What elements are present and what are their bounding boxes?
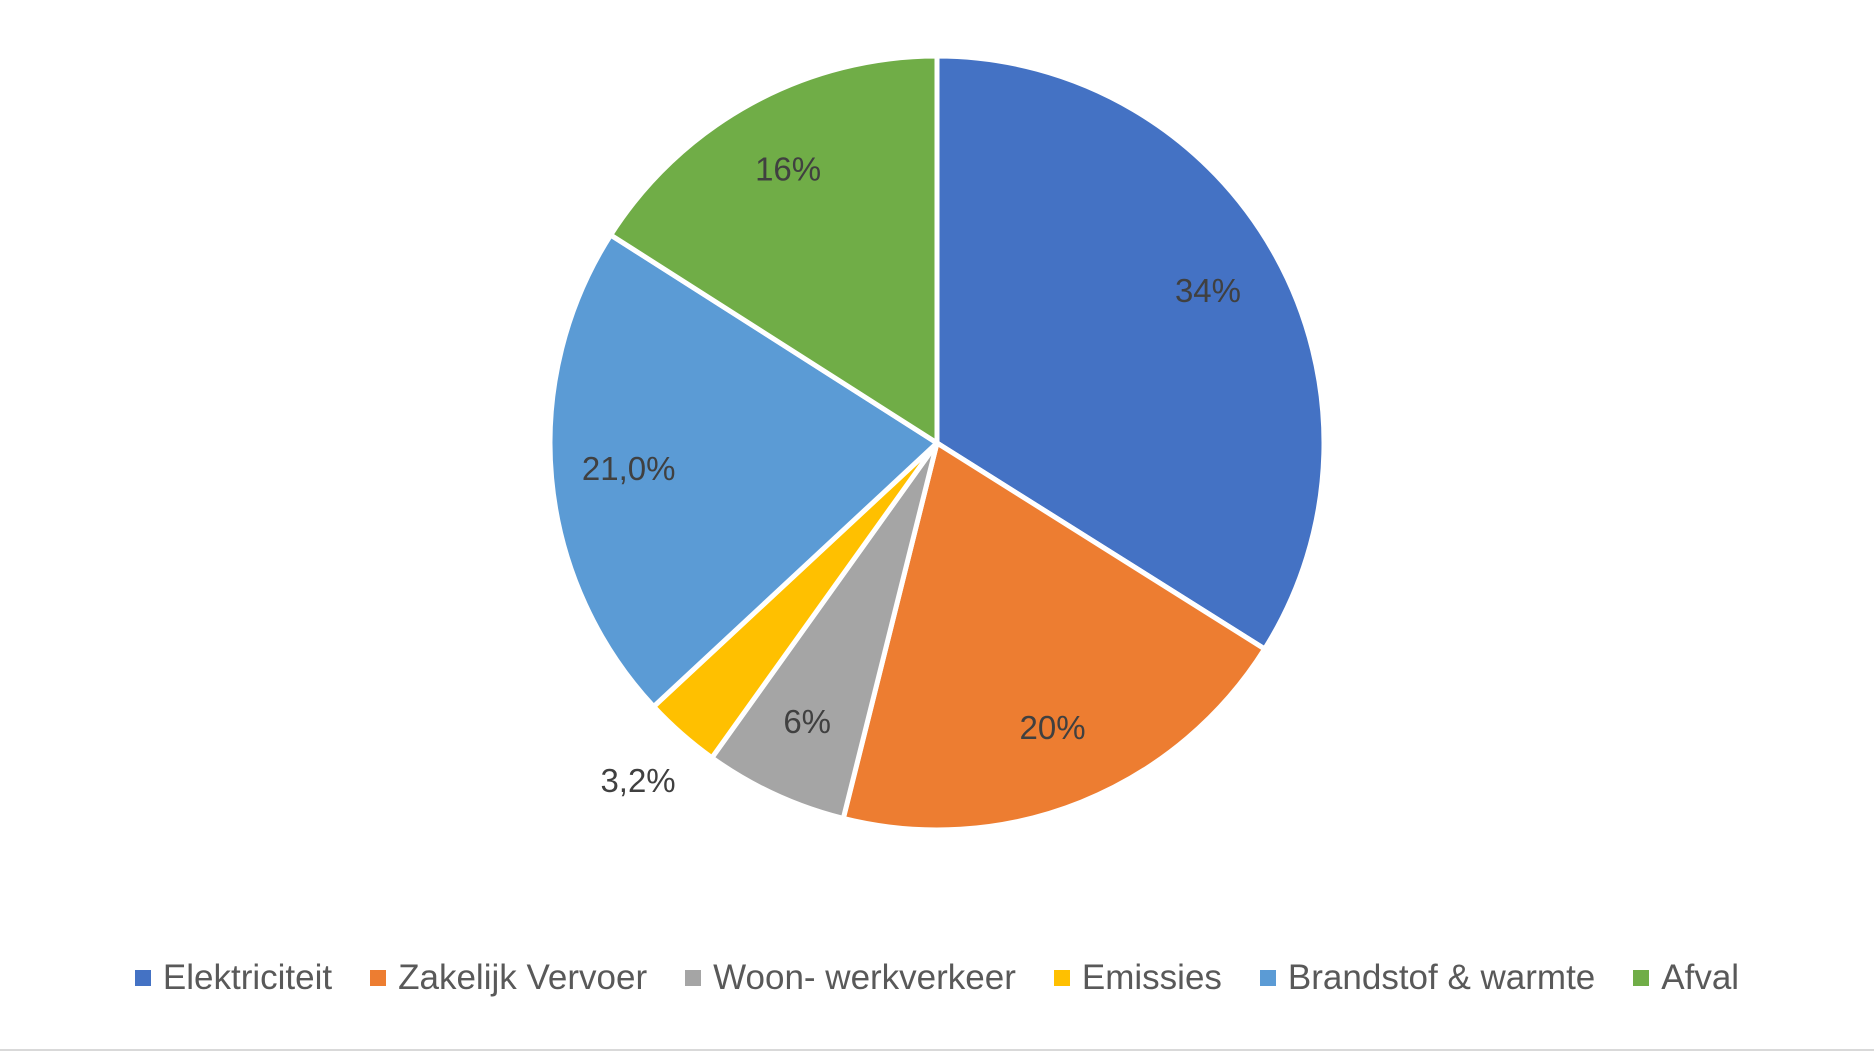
data-label: 34% [1175,272,1241,309]
pie-slice [607,53,940,448]
legend: Elektriciteit Zakelijk Vervoer Woon- werkv… [0,958,1874,998]
legend-label: Woon- werkverkeer [713,958,1016,997]
legend-label: Elektriciteit [162,958,333,997]
data-label: 20% [1020,709,1086,746]
data-label: 16% [755,150,821,187]
legend-entry: Woon- werkverkeer [685,958,1016,998]
pie-slice [708,441,940,822]
legend-entry: Elektriciteit [134,958,333,998]
legend-label: Zakelijk Vervoer [398,958,648,997]
legend-swatch [1053,970,1070,986]
data-label: 6% [783,703,831,740]
bottom-rule [0,1049,1874,1051]
legend-entry: Afval [1633,958,1739,998]
pie-slice [934,53,1327,653]
data-label: 3,2% [600,762,675,799]
legend-entry: Zakelijk Vervoer [370,958,647,998]
legend-swatch [134,970,151,986]
data-label: 21,0% [582,450,676,487]
legend-label: Afval [1661,958,1740,997]
pie-slice [840,439,1269,833]
legend-label: Emissies [1081,958,1222,997]
legend-swatch [1633,970,1650,986]
legend-entry: Brandstof & warmte [1259,958,1596,998]
legend-swatch [685,970,702,986]
pie-slice [547,231,942,711]
legend-label: Brandstof & warmte [1287,958,1596,997]
legend-swatch [370,970,387,986]
legend-entry: Emissies [1053,958,1222,998]
legend-swatch [1259,970,1276,986]
